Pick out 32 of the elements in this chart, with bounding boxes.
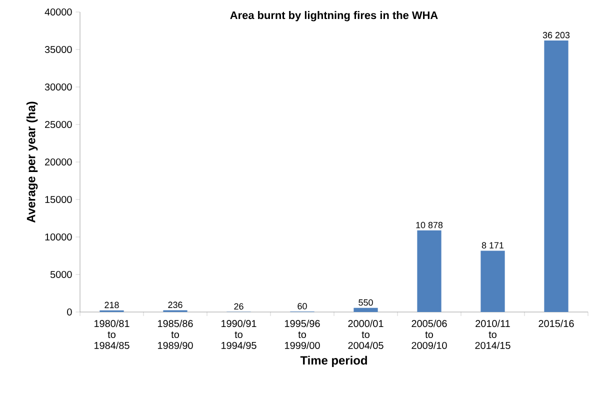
data-label: 218 (104, 302, 119, 308)
data-label: 10 878 (416, 222, 443, 228)
x-tick-label: 1980/81 to 1984/85 (94, 320, 130, 350)
bar (544, 40, 568, 312)
y-axis-title: Average per year (ha) (26, 102, 38, 223)
data-label: 236 (168, 302, 182, 308)
y-tick-label: 35000 (44, 46, 72, 54)
y-tick-label: 15000 (45, 196, 72, 204)
x-tick-label: 1990/91 to 1994/95 (222, 320, 256, 350)
y-tick-label: 30000 (44, 83, 72, 91)
chart-title: Area burnt by lightning fires in the WHA (230, 11, 438, 22)
y-tick-label: 40000 (44, 8, 72, 16)
data-label: 60 (298, 302, 307, 310)
y-tick-label: 20000 (45, 158, 72, 166)
x-axis-title: Time period (300, 356, 367, 367)
data-label: 550 (358, 299, 373, 306)
data-label: 26 (234, 303, 244, 310)
x-tick-label: 2005/06 to 2009/10 (412, 320, 447, 350)
x-tick-label: 2000/01 to 2004/05 (348, 320, 384, 350)
x-tick-label: 1995/96 to 1999/00 (285, 320, 320, 350)
x-tick-label: 2015/16 (538, 320, 574, 328)
bar (417, 230, 442, 312)
bar (354, 308, 378, 312)
y-tick-label: 0 (67, 308, 72, 316)
data-label: 8 171 (482, 242, 504, 249)
y-tick-label: 25000 (45, 120, 72, 128)
data-label: 36 203 (542, 32, 570, 38)
x-tick-label: 2010/11 to 2014/15 (475, 320, 510, 350)
y-tick-label: 5000 (50, 270, 72, 278)
x-tick-label: 1985/86 to 1989/90 (158, 320, 193, 350)
y-tick-label: 10000 (45, 233, 72, 241)
bar (480, 250, 505, 312)
